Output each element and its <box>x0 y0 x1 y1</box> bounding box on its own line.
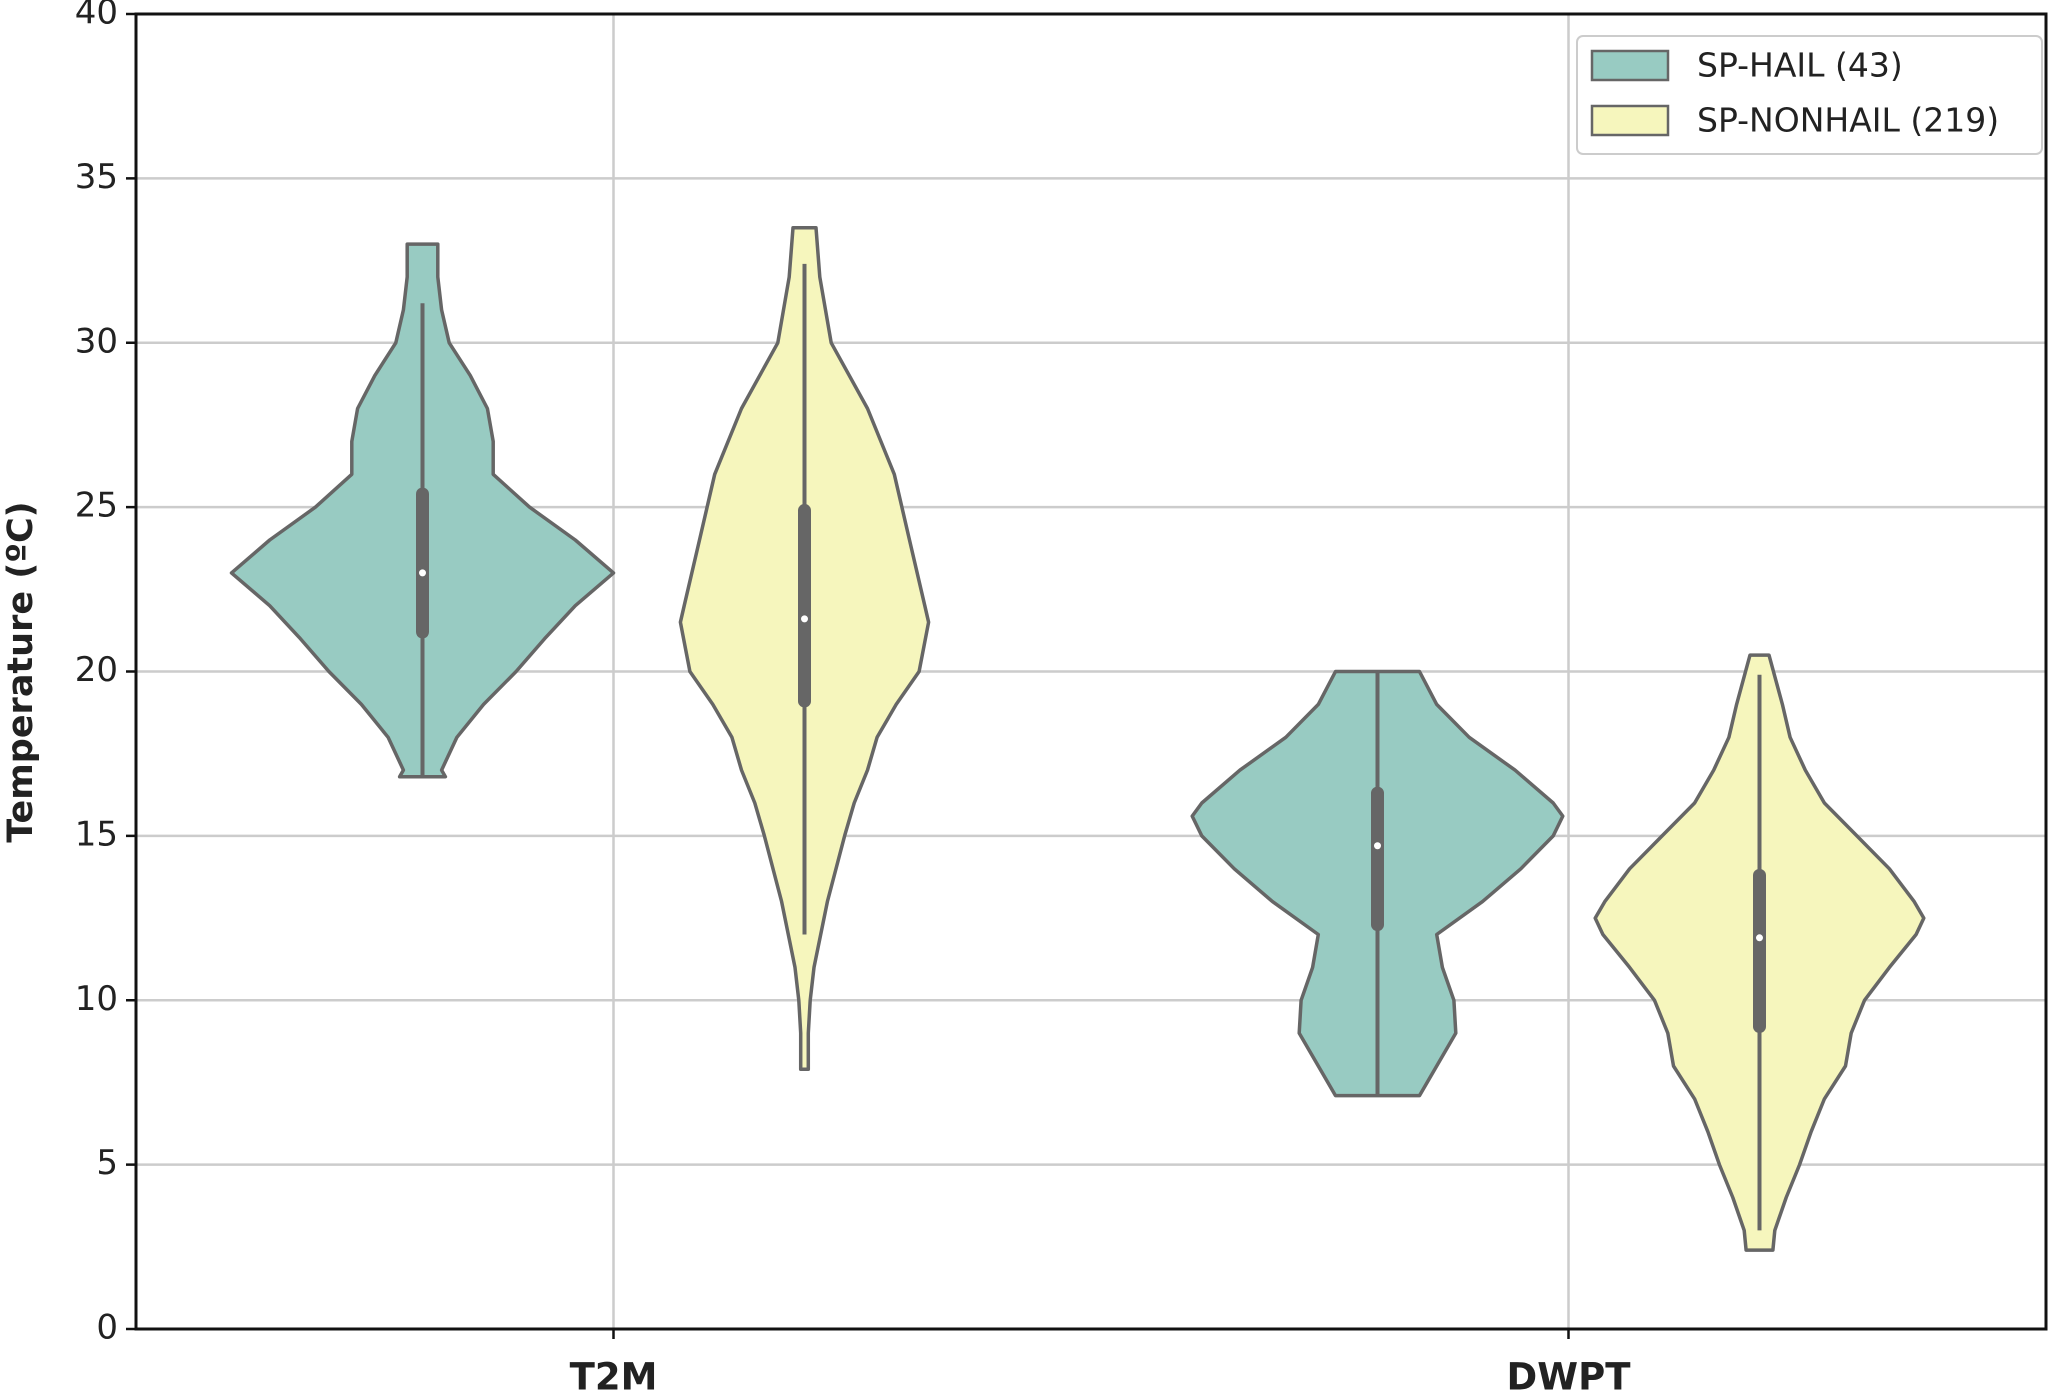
y-tick-label: 20 <box>75 650 118 690</box>
y-tick-label: 35 <box>75 157 118 197</box>
x-tick-label: T2M <box>570 1356 658 1395</box>
median <box>1756 934 1763 942</box>
y-tick-label: 5 <box>96 1143 118 1183</box>
y-tick-label: 40 <box>75 0 118 33</box>
legend: SP-HAIL (43) SP-NONHAIL (219) <box>1576 35 2043 155</box>
violin-layer <box>229 225 1926 1252</box>
median <box>419 569 426 577</box>
legend-label: SP-HAIL (43) <box>1697 46 1903 85</box>
legend-label: SP-NONHAIL (219) <box>1697 101 1999 140</box>
y-tick-label: 0 <box>96 1308 118 1348</box>
y-tick-label: 25 <box>75 486 118 526</box>
legend-frame <box>1576 35 2043 155</box>
y-tick-label: 30 <box>75 321 118 361</box>
x-tick-label: DWPT <box>1507 1356 1632 1395</box>
median <box>1374 842 1381 850</box>
y-axis-label: Temperature (ºC) <box>1 501 41 842</box>
legend-swatch <box>1590 49 1670 82</box>
y-tick-label: 10 <box>75 979 118 1019</box>
median <box>801 615 808 623</box>
legend-swatch <box>1590 104 1670 137</box>
y-tick-label: 15 <box>75 814 118 854</box>
